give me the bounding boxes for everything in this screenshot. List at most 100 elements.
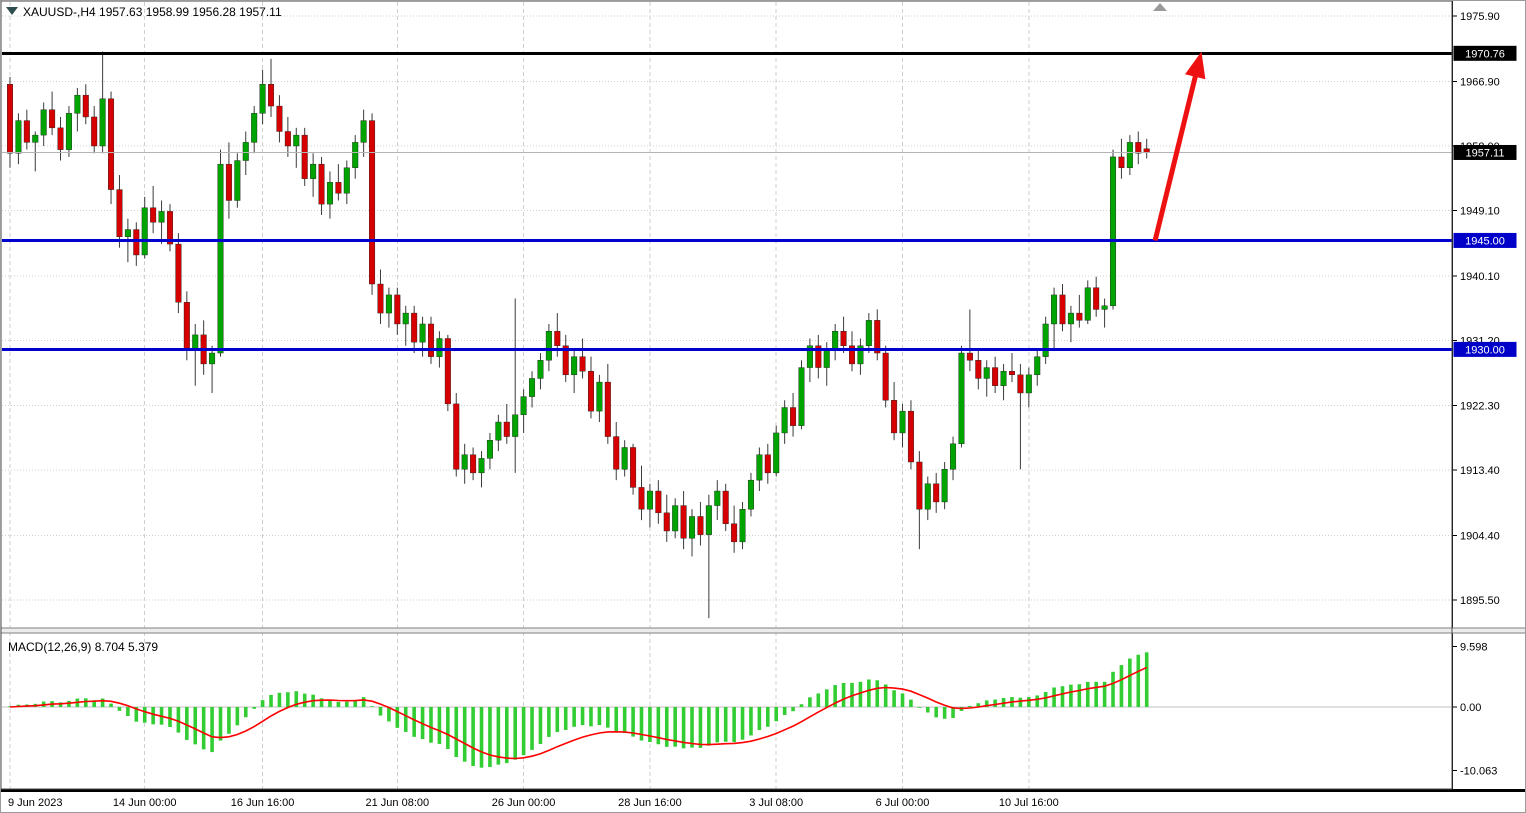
trend-arrow-head[interactable]: [1185, 51, 1206, 80]
macd-histogram-bar: [951, 707, 955, 718]
bear-candle-body: [933, 483, 940, 503]
bull-candle-body: [310, 163, 317, 179]
macd-histogram-bar: [109, 703, 113, 707]
trend-arrow-line[interactable]: [1152, 72, 1199, 242]
macd-histogram-bar: [791, 707, 795, 712]
bear-candle-body: [613, 436, 620, 470]
bull-candle-body: [495, 421, 502, 441]
bear-candle-body: [882, 352, 889, 401]
bull-candle-body: [192, 334, 199, 350]
macd-histogram-bar: [378, 707, 383, 716]
bull-candle-body: [512, 414, 519, 437]
macd-histogram-bar: [1027, 697, 1031, 707]
macd-histogram-bar: [589, 707, 593, 727]
bull-candle-body: [251, 113, 258, 143]
bear-candle-body: [1118, 156, 1125, 168]
macd-histogram-bar: [808, 697, 812, 707]
macd-histogram-bar: [883, 684, 888, 707]
time-axis-label: 14 Jun 00:00: [113, 797, 177, 809]
price-tick-label: 1922.30: [1460, 400, 1500, 412]
macd-tick-label: 0.00: [1460, 702, 1481, 714]
bull-candle-body: [217, 163, 224, 354]
macd-histogram-bar: [850, 682, 854, 707]
level-price-label-text: 1945.00: [1465, 235, 1505, 247]
macd-histogram-bar: [252, 707, 256, 709]
bear-candle-body: [1017, 374, 1024, 394]
macd-histogram-bar: [201, 707, 206, 750]
bear-candle-body: [630, 447, 637, 488]
macd-histogram-bar: [909, 699, 913, 707]
price-axis[interactable]: 1975.901966.901958.001949.101940.101931.…: [1452, 0, 1526, 792]
bull-candle-body: [689, 516, 696, 539]
macd-histogram-bar: [496, 707, 501, 765]
macd-histogram-bar: [336, 701, 341, 707]
chart-shift-icon[interactable]: [1153, 3, 1167, 11]
bull-candle-body: [924, 483, 931, 510]
macd-histogram-bar: [471, 707, 475, 766]
bull-candle-body: [832, 331, 839, 350]
macd-histogram-bar: [681, 707, 686, 749]
bull-candle-body: [259, 84, 266, 114]
bull-candle-body: [461, 454, 468, 470]
bull-candle-body: [1101, 305, 1108, 310]
macd-histogram-bar: [513, 707, 517, 760]
bear-candle-body: [1093, 287, 1100, 310]
symbol-ohlc-label: XAUUSD-,H4 1957.63 1958.99 1956.28 1957.…: [23, 5, 282, 19]
bear-candle-body: [891, 400, 898, 434]
bull-candle-body: [823, 349, 830, 368]
bull-candle-body: [941, 469, 948, 503]
bear-candle-body: [966, 352, 973, 361]
bull-candle-body: [958, 352, 965, 445]
bull-candle-body: [781, 407, 788, 434]
bull-candle-body: [326, 182, 333, 205]
macd-histogram-bar: [614, 707, 619, 732]
bear-candle-body: [579, 356, 586, 372]
annotations[interactable]: [1152, 51, 1206, 242]
pane-divider[interactable]: [0, 627, 1526, 634]
bear-candle-body: [1076, 312, 1083, 321]
macd-histogram-bar: [521, 707, 526, 756]
symbol-marker-icon: [6, 7, 18, 15]
macd-histogram-bar: [235, 707, 240, 726]
macd-histogram-bar: [707, 707, 711, 746]
macd-histogram-bar: [361, 697, 366, 707]
macd-histogram-bar: [968, 705, 972, 707]
macd-histogram-bar: [698, 707, 703, 748]
bull-candle-body: [234, 160, 241, 201]
macd-histogram-bar: [286, 692, 290, 707]
bear-candle-body: [57, 127, 64, 150]
bear-candle-body: [369, 120, 376, 285]
macd-histogram-bar: [151, 707, 155, 725]
bear-candle-body: [849, 345, 856, 365]
bear-candle-body: [428, 323, 435, 357]
bull-candle-body: [293, 134, 300, 147]
level-price-label-text: 1930.00: [1465, 344, 1505, 356]
macd-histogram-bar: [319, 698, 324, 707]
macd-histogram-bar: [1085, 681, 1090, 707]
bull-candle-body: [360, 120, 367, 143]
bear-candle-body: [411, 312, 418, 343]
macd-histogram-bar: [555, 707, 560, 733]
bull-candle-body: [486, 439, 493, 459]
bull-candle-body: [1051, 294, 1058, 325]
macd-histogram-bar: [353, 699, 358, 707]
macd-histogram-bar: [993, 699, 997, 707]
macd-histogram-bar: [538, 707, 543, 744]
bear-candle-body: [503, 421, 510, 437]
bear-candle-body: [680, 505, 687, 539]
price-tick-label: 1895.50: [1460, 595, 1500, 607]
macd-histogram-bar: [824, 689, 829, 707]
bull-candle-body: [343, 167, 350, 194]
macd-histogram-bar: [841, 682, 846, 707]
bear-candle-body: [133, 229, 140, 256]
price-levels[interactable]: [2, 51, 1452, 351]
bear-candle-body: [318, 163, 325, 205]
macd-histogram-bar: [1052, 687, 1056, 707]
bull-candle-body: [436, 338, 443, 357]
macd-histogram-bar: [1144, 652, 1149, 707]
time-axis[interactable]: 9 Jun 2023 14 Jun 00:00 16 Jun 16:00 21 Jun…: [8, 797, 1059, 809]
time-axis-label: 10 Jul 16:00: [999, 797, 1059, 809]
macd-histogram-bar: [934, 707, 938, 718]
